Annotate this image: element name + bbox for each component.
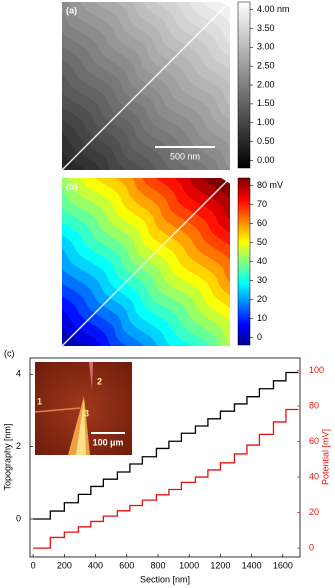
- inset: 1 2 3 100 µm: [34, 362, 132, 455]
- y2-axis-label: Potential [mV]: [320, 429, 330, 485]
- probe: [89, 362, 93, 390]
- x-tick-label: 1200: [210, 560, 230, 570]
- y2-tick-label: 0: [309, 542, 314, 552]
- x-tick-label: 400: [88, 560, 103, 570]
- inset-marker: 2: [97, 376, 102, 386]
- terrace: [174, 178, 230, 233]
- y2-tick-label: 60: [309, 436, 319, 446]
- colorbar-tick-label: 70: [257, 199, 267, 209]
- terrace: [62, 267, 145, 346]
- colorbar-tick-label: 0.00: [257, 155, 275, 165]
- terrace: [62, 167, 67, 170]
- colorbar-tick-label: 4.00 nm: [257, 4, 290, 14]
- colorbar-tick-label: 3.50: [257, 23, 275, 33]
- series-line: [33, 408, 299, 549]
- terrace: [62, 325, 88, 346]
- terrace: [201, 2, 230, 25]
- y-tick-label: 0: [16, 513, 21, 523]
- colorbar-tick-label: 3.00: [257, 42, 275, 52]
- inset-marker: 1: [37, 396, 42, 406]
- x-tick-label: 1000: [179, 560, 199, 570]
- x-tick-label: 1600: [273, 560, 293, 570]
- colorbar-tick-label: 0: [257, 332, 262, 342]
- potential-image: [62, 178, 230, 346]
- inset-marker: 3: [84, 408, 89, 418]
- terrace: [62, 247, 158, 346]
- section-line: [61, 177, 231, 347]
- section-line: [61, 1, 231, 171]
- terrace: [189, 178, 230, 220]
- colorbar-tick-label: 1.00: [257, 117, 275, 127]
- terrace: [62, 343, 67, 346]
- colorbar-tick-label: 30: [257, 275, 267, 285]
- y-tick-label: 2: [16, 441, 21, 451]
- x-tick-label: 1400: [242, 560, 262, 570]
- x-tick-label: 800: [150, 560, 165, 570]
- plot-lines: [33, 371, 299, 549]
- y-axis-label: Topography [nm]: [2, 423, 12, 490]
- probe: [34, 407, 81, 413]
- colorbar: [237, 177, 251, 346]
- scale-bar-label: 100 µm: [93, 437, 124, 447]
- terrace: [189, 2, 230, 44]
- colorbar-tick-label: 80 mV: [257, 180, 283, 190]
- terrace: [201, 178, 230, 201]
- panel-label: (b): [66, 181, 78, 191]
- probe: [76, 400, 86, 455]
- terrace: [174, 2, 230, 57]
- colorbar-tick-label: 2.50: [257, 61, 275, 71]
- colorbar-tick-label: 40: [257, 256, 267, 266]
- colorbar-tick-label: 10: [257, 313, 267, 323]
- x-axis-label: Section [nm]: [140, 574, 190, 584]
- colorbar-tick-label: 20: [257, 294, 267, 304]
- series-line: [33, 371, 299, 520]
- colorbar: [237, 1, 251, 169]
- colorbar-tick-label: 60: [257, 218, 267, 228]
- terrace: [62, 71, 158, 170]
- y2-tick-label: 40: [309, 471, 319, 481]
- x-tick-label: 0: [31, 560, 36, 570]
- panel-label: (c): [4, 348, 15, 358]
- y2-tick-label: 80: [309, 400, 319, 410]
- x-tick-label: 600: [119, 560, 134, 570]
- terrace: [62, 91, 145, 170]
- x-tick-label: 200: [57, 560, 72, 570]
- plot-frame: [29, 357, 301, 558]
- y2-tick-label: 100: [309, 365, 324, 375]
- terrace: [62, 149, 88, 170]
- y-tick-label: 4: [16, 369, 21, 379]
- colorbar-tick-label: 50: [257, 237, 267, 247]
- y2-tick-label: 20: [309, 507, 319, 517]
- colorbar-tick-label: 2.00: [257, 79, 275, 89]
- scale-bar-label: 500 nm: [170, 151, 200, 161]
- panel-label: (a): [66, 5, 77, 15]
- colorbar-tick-label: 1.50: [257, 98, 275, 108]
- colorbar-tick-label: 0.50: [257, 136, 275, 146]
